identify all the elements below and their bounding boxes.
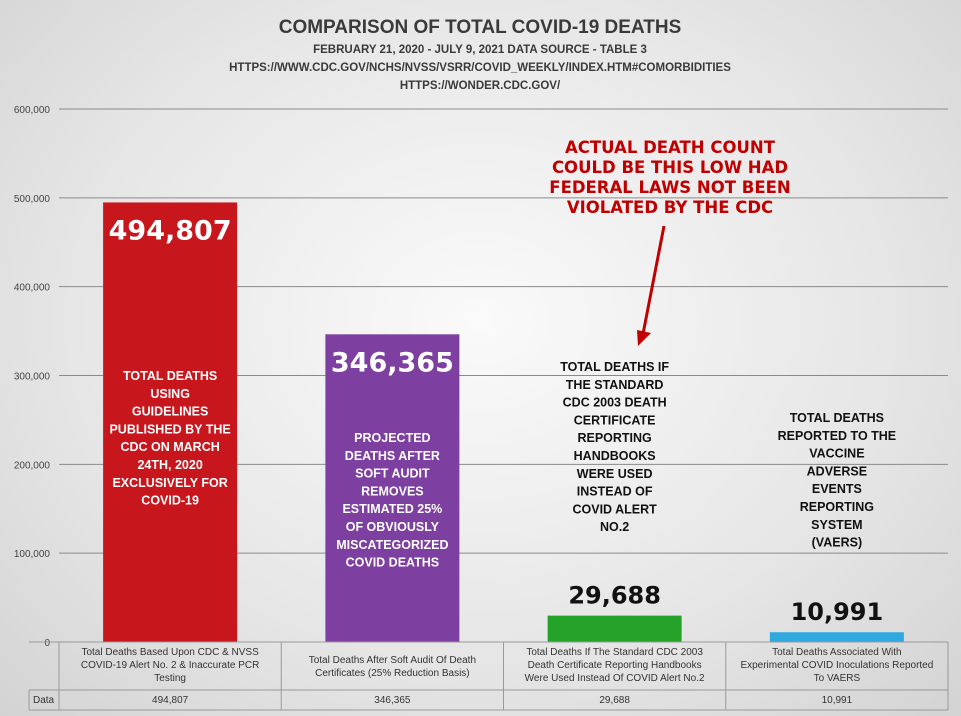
callout-arrow-head: [637, 330, 651, 346]
bar-annotation-line: ESTIMATED 25%: [342, 502, 442, 516]
bar-value-label: 29,688: [568, 582, 661, 610]
chart-subtitle-line: HTTPS://WONDER.CDC.GOV/: [400, 80, 561, 92]
chart-subtitle-line: HTTPS://WWW.CDC.GOV/NCHS/NVSS/VSRR/COVID…: [229, 62, 731, 74]
chart-title: COMPARISON OF TOTAL COVID-19 DEATHS: [279, 17, 682, 38]
chart-subtitle-line: FEBRUARY 21, 2020 - JULY 9, 2021 DATA SO…: [313, 44, 647, 56]
bar-annotation-line: TOTAL DEATHS: [123, 369, 217, 383]
bar-annotation-line: SOFT AUDIT: [355, 467, 430, 481]
bar-annotation-line: REPORTING: [800, 500, 874, 514]
bar-annotation-line: PROJECTED: [354, 431, 430, 445]
bar-annotation-line: OF OBVIOUSLY: [346, 520, 440, 534]
bar-value-label: 346,365: [331, 347, 454, 378]
bar-annotation-line: REMOVES: [361, 484, 424, 498]
bar-annotation-line: TOTAL DEATHS: [790, 411, 884, 425]
bar-annotation-line: CDC ON MARCH: [120, 440, 219, 454]
bar-annotation-line: CDC 2003 DEATH: [563, 396, 667, 410]
bar-annotation-line: PUBLISHED BY THE: [109, 422, 230, 436]
callout-arrow-shaft: [641, 225, 666, 335]
x-category-label: To VAERS: [814, 673, 861, 684]
bar-annotation-line: USING: [150, 387, 190, 401]
bars: [103, 202, 904, 642]
callout-text-line: FEDERAL LAWS NOT BEEN: [549, 178, 790, 197]
x-category-label: Were Used Instead Of COVID Alert No.2: [525, 673, 705, 684]
x-category-label: Total Deaths If The Standard CDC 2003: [526, 647, 703, 658]
x-category-label: Experimental COVID Inoculations Reported: [740, 660, 933, 671]
bar-annotation-line: MISCATEGORIZED: [336, 538, 448, 552]
y-tick-label: 0: [44, 638, 50, 649]
bar-annotation-line: HANDBOOKS: [574, 449, 656, 463]
x-category-label: Total Deaths Associated With: [772, 647, 902, 658]
bar-annotation-line: TOTAL DEATHS IF: [560, 360, 669, 374]
bar-annotation-line: EVENTS: [812, 482, 862, 496]
bar-annotation-line: REPORTING: [577, 431, 651, 445]
table-cell: 346,365: [374, 695, 411, 706]
y-tick-label: 600,000: [14, 105, 51, 116]
bar: [547, 615, 682, 642]
table-cell: 10,991: [822, 695, 853, 706]
y-tick-label: 500,000: [14, 194, 51, 205]
y-tick-label: 300,000: [14, 372, 51, 383]
x-category-label: Death Certificate Reporting Handbooks: [528, 660, 702, 671]
bar-annotation-line: EXCLUSIVELY FOR: [112, 476, 227, 490]
x-category-label: Testing: [154, 673, 186, 684]
bar: [769, 632, 904, 642]
bar-annotations: 494,807 TOTAL DEATHS USING GUIDELINES PUBLIS…: [109, 215, 897, 626]
table-cell: 29,688: [599, 695, 630, 706]
y-tick-label: 100,000: [14, 549, 51, 560]
bar-annotation-line: (VAERS): [812, 536, 862, 550]
bar-annotation-line: COVID-19: [141, 494, 199, 508]
bar: [325, 334, 460, 642]
data-table: Data Total Deaths Based Upon CDC & NVSS CO…: [28, 641, 949, 711]
bar-annotation-line: THE STANDARD: [566, 378, 664, 392]
bar-annotation-line: 24TH, 2020: [137, 458, 202, 472]
x-category-label: Certificates (25% Reduction Basis): [315, 668, 470, 679]
table-cell: 494,807: [152, 695, 189, 706]
y-axis-ticks: 0 100,000 200,000 300,000 400,000 500,000 600,…: [14, 105, 51, 649]
chart-subtitle: FEBRUARY 21, 2020 - JULY 9, 2021 DATA SO…: [229, 44, 731, 92]
bar-annotation-line: COVID DEATHS: [346, 556, 440, 570]
y-tick-label: 200,000: [14, 460, 51, 471]
bar-annotation-line: COVID ALERT: [572, 502, 657, 516]
callout-text-line: VIOLATED BY THE CDC: [567, 198, 773, 217]
x-category-label: Total Deaths After Soft Audit Of Death: [309, 655, 476, 666]
table-row-label: Data: [33, 695, 55, 706]
callout-text-line: ACTUAL DEATH COUNT: [565, 138, 776, 157]
x-category-label: COVID-19 Alert No. 2 & Inaccurate PCR: [81, 660, 259, 671]
bar-annotation-line: WERE USED: [577, 467, 653, 481]
callout-text-line: COULD BE THIS LOW HAD: [552, 158, 788, 177]
bar-annotation-line: ADVERSE: [807, 464, 867, 478]
bar-annotation-line: NO.2: [600, 520, 629, 534]
bar-annotation-line: SYSTEM: [811, 518, 862, 532]
bar-value-label: 10,991: [791, 598, 884, 626]
bar-annotation-line: INSTEAD OF: [577, 485, 653, 499]
bar-annotation-line: REPORTED TO THE: [778, 429, 897, 443]
x-category-label: Total Deaths Based Upon CDC & NVSS: [81, 647, 259, 658]
bar-annotation-line: CERTIFICATE: [574, 413, 656, 427]
bar-value-label: 494,807: [109, 215, 232, 246]
y-tick-label: 400,000: [14, 283, 51, 294]
bar-annotation-line: GUIDELINES: [132, 405, 208, 419]
bar-annotation-line: VACCINE: [809, 447, 864, 461]
bar-annotation-line: DEATHS AFTER: [345, 449, 440, 463]
bar: [103, 202, 238, 642]
